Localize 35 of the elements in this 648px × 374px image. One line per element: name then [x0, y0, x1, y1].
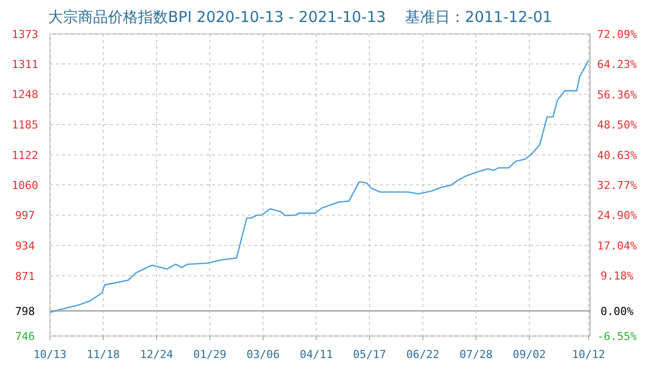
- y-tick-label: 871: [15, 270, 35, 283]
- chart-title: 大宗商品价格指数BPI 2020-10-13 - 2021-10-13 基准日：2011-12-01: [48, 8, 552, 26]
- y-tick-label: 997: [15, 209, 35, 222]
- x-tick-label: 10/13: [33, 348, 67, 361]
- x-tick-label: 07/28: [460, 348, 493, 361]
- x-tick-label: 10/12: [572, 348, 606, 361]
- y2-tick-label: 56.36%: [597, 88, 638, 102]
- y2-tick-label: 72.09%: [597, 28, 638, 41]
- x-tick-label: 09/02: [512, 348, 546, 361]
- x-tick-label: 03/06: [246, 348, 280, 361]
- x-tick-label: 05/17: [353, 348, 386, 361]
- y2-tick-label: 17.04%: [597, 239, 638, 252]
- x-tick-label: 01/29: [193, 348, 226, 361]
- y-tick-label: 934: [15, 239, 36, 252]
- x-tick-label: 11/18: [86, 348, 120, 361]
- y2-tick-label: 9.18%: [600, 270, 634, 283]
- y-tick-label: 798: [15, 304, 35, 318]
- y-tick-label: 1373: [12, 28, 38, 41]
- y-tick-label: 1122: [12, 148, 38, 162]
- y-tick-label: 1060: [12, 178, 38, 192]
- y-tick-label: 1248: [12, 88, 38, 102]
- y2-tick-label: 48.50%: [597, 118, 638, 132]
- y2-tick-label: 40.63%: [597, 148, 638, 162]
- y2-tick-label: 64.23%: [597, 58, 638, 72]
- y-tick-label: 1185: [12, 118, 38, 132]
- line-series: [49, 60, 590, 314]
- x-tick-label: 12/24: [140, 348, 174, 361]
- y2-tick-label: 32.77%: [597, 179, 638, 192]
- y2-tick-label: 24.90%: [597, 209, 638, 222]
- y2-tick-label: -6.55%: [597, 330, 638, 343]
- x-tick-label: 06/22: [406, 348, 440, 361]
- x-tick-label: 04/11: [300, 348, 333, 361]
- y-tick-label: 746: [15, 330, 35, 343]
- y-tick-label: 1311: [12, 58, 38, 71]
- y2-tick-label: 0.00%: [600, 304, 634, 318]
